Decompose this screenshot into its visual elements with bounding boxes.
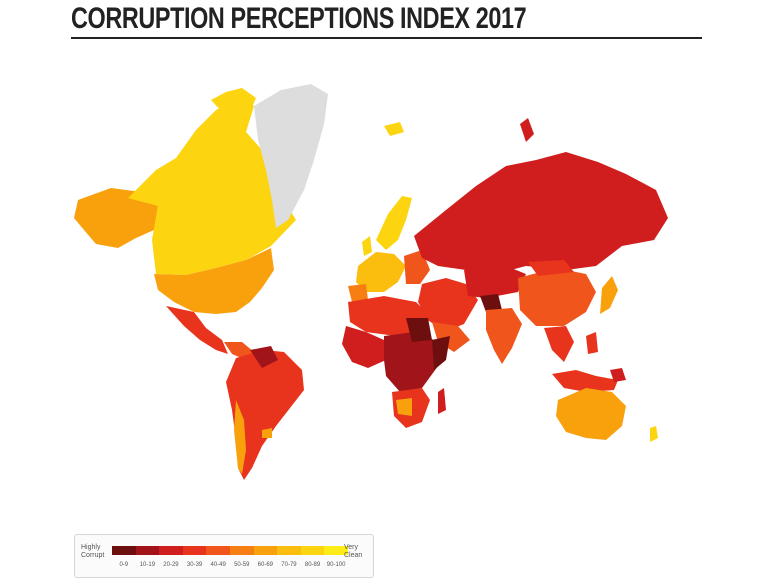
region-australia: [556, 388, 626, 440]
region-central-asia: [464, 266, 526, 298]
title-rule: [71, 37, 702, 39]
region-uk: [362, 236, 372, 256]
legend-swatch: [159, 546, 183, 555]
region-china: [518, 268, 596, 326]
region-iceland: [384, 122, 404, 136]
region-russia: [414, 152, 668, 274]
region-mongolia: [528, 260, 574, 276]
region-canada-islands: [211, 88, 256, 116]
region-botswana-namibia: [396, 398, 412, 416]
region-iberia: [348, 284, 368, 302]
legend-tick-label: 30-39: [186, 562, 203, 568]
world-map: [74, 84, 668, 480]
region-papua: [610, 368, 626, 382]
region-middle-east: [418, 278, 478, 332]
legend-tick-label: 90-100: [326, 562, 346, 568]
legend-swatch: [112, 546, 136, 555]
region-west-africa: [342, 326, 386, 368]
legend-high-label: Very Clean: [344, 544, 363, 559]
legend-tick-label: 0-9: [119, 562, 129, 568]
page-title: CORRUPTION PERCEPTIONS INDEX 2017: [71, 2, 527, 35]
legend-swatch: [182, 546, 207, 555]
legend-tick-label: 60-69: [257, 562, 274, 568]
legend-tick-label: 40-49: [210, 562, 226, 568]
region-western-europe: [356, 252, 406, 292]
legend: Highly Corrupt 0-9 10-19 20-29 30-39 40-49 50…: [74, 534, 374, 578]
region-india: [486, 308, 522, 364]
legend-tick-label: 10-19: [139, 562, 156, 568]
region-east-africa: [432, 336, 450, 370]
region-sudan: [406, 318, 432, 342]
region-indonesia: [552, 370, 618, 392]
legend-swatch: [229, 546, 254, 555]
region-afghanistan: [480, 294, 502, 312]
region-central-africa: [384, 332, 438, 392]
legend-swatch: [300, 546, 325, 555]
region-usa: [154, 248, 274, 314]
region-russia-island: [520, 118, 534, 142]
region-arabia: [432, 322, 470, 352]
legend-swatch: [206, 546, 230, 555]
legend-swatch: [253, 546, 278, 555]
region-alaska: [74, 188, 158, 248]
region-chile: [234, 400, 246, 474]
legend-swatch: [324, 546, 348, 555]
region-greenland: [254, 84, 328, 228]
legend-color-bar: [112, 546, 348, 555]
region-canada: [128, 100, 296, 275]
region-mexico: [166, 306, 228, 354]
legend-low-label: Highly Corrupt: [81, 544, 105, 559]
region-scandinavia: [376, 196, 412, 250]
legend-tick-label: 20-29: [163, 562, 179, 568]
region-philippines: [586, 332, 598, 354]
region-madagascar: [438, 388, 446, 414]
region-uruguay: [262, 428, 272, 438]
region-venezuela: [250, 346, 278, 368]
legend-swatch: [135, 546, 160, 555]
legend-tick-label: 80-89: [304, 562, 321, 568]
region-japan: [600, 276, 618, 314]
legend-swatch: [277, 546, 301, 555]
region-southeast-asia: [544, 326, 574, 362]
legend-tick-label: 50-59: [234, 562, 250, 568]
legend-ticks: 0-9 10-19 20-29 30-39 40-49 50-59 60-69 70-79 80…: [112, 562, 348, 568]
legend-tick-label: 70-79: [281, 562, 297, 568]
region-new-zealand: [650, 426, 658, 442]
